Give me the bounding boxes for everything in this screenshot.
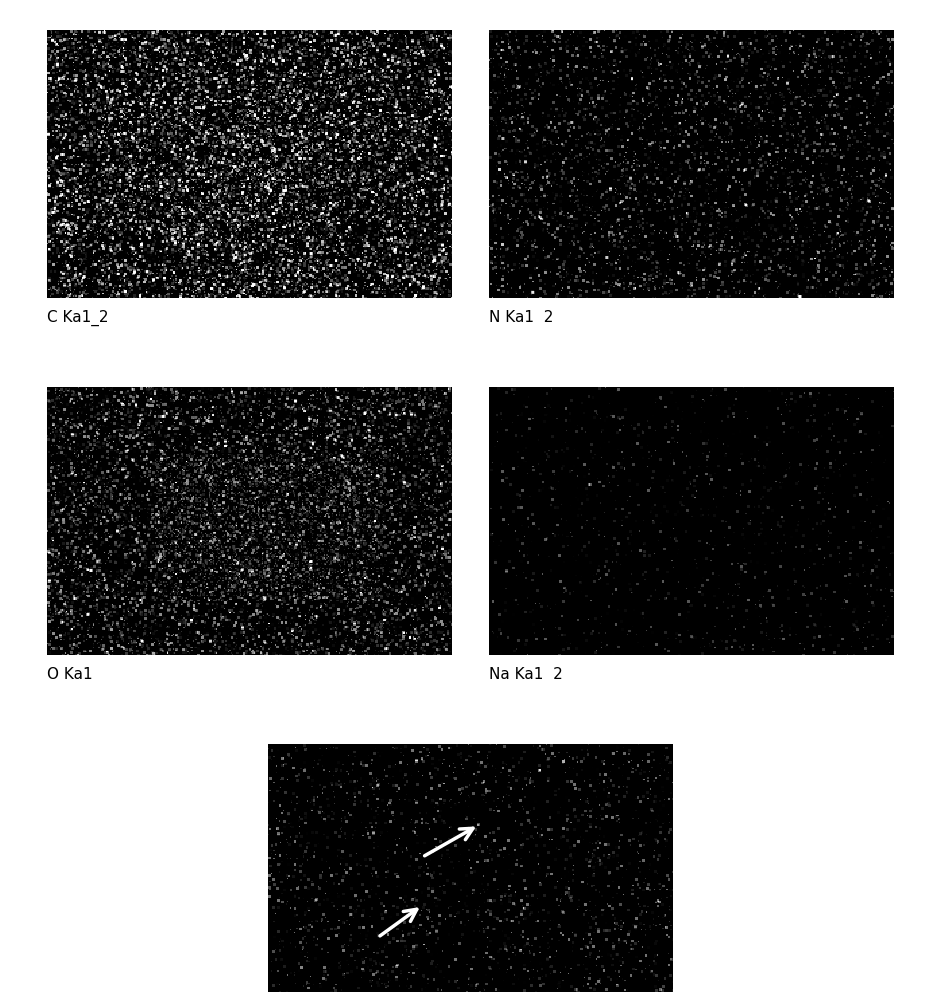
Text: C Ka1_2: C Ka1_2: [47, 310, 108, 325]
Text: O Ka1: O Ka1: [47, 667, 93, 682]
Text: Na Ka1  2: Na Ka1 2: [489, 667, 562, 682]
Text: N Ka1  2: N Ka1 2: [489, 310, 553, 324]
